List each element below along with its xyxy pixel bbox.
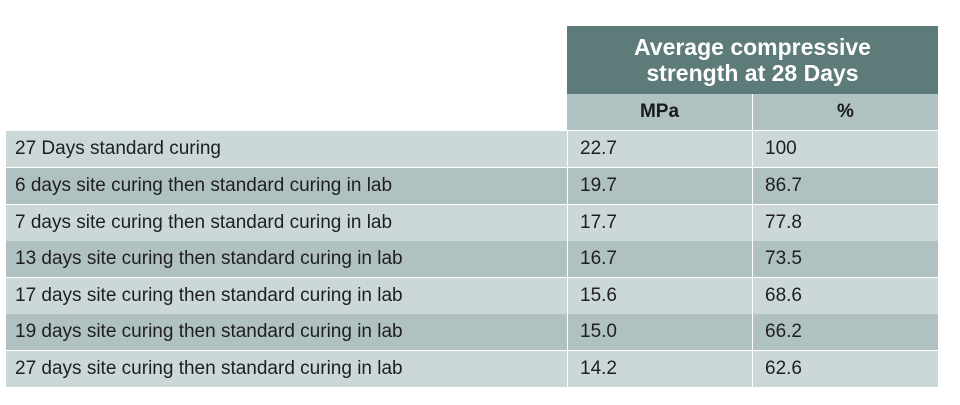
table-row: 27 Days standard curing 22.7 100 [6, 131, 938, 167]
row-mpa: 15.6 [567, 278, 752, 314]
column-header-percent: % [753, 94, 938, 130]
row-label: 27 days site curing then standard curing… [15, 358, 403, 379]
header-title-line1: Average compressive [634, 34, 871, 60]
table-row: 13 days site curing then standard curing… [6, 241, 938, 277]
row-mpa: 14.2 [567, 351, 752, 387]
row-percent: 62.6 [752, 351, 938, 387]
row-percent: 77.8 [752, 205, 938, 241]
row-mpa: 15.0 [567, 314, 752, 350]
row-mpa: 17.7 [567, 205, 752, 241]
row-percent: 100 [752, 131, 938, 167]
table-row: 7 days site curing then standard curing … [6, 205, 938, 241]
row-percent: 73.5 [752, 241, 938, 277]
row-label: 19 days site curing then standard curing… [15, 321, 403, 342]
table-row: 19 days site curing then standard curing… [6, 314, 938, 350]
row-label: 7 days site curing then standard curing … [15, 212, 393, 233]
row-label: 6 days site curing then standard curing … [15, 175, 393, 196]
table-header-title: Average compressive strength at 28 Days [567, 26, 938, 94]
row-mpa: 22.7 [567, 131, 752, 167]
table-row: 17 days site curing then standard curing… [6, 278, 938, 314]
table-row: 6 days site curing then standard curing … [6, 168, 938, 204]
row-label: 17 days site curing then standard curing… [15, 285, 403, 306]
row-label: 13 days site curing then standard curing… [15, 248, 403, 269]
row-label: 27 Days standard curing [15, 138, 221, 159]
table-row: 27 days site curing then standard curing… [6, 351, 938, 387]
row-mpa: 16.7 [567, 241, 752, 277]
row-mpa: 19.7 [567, 168, 752, 204]
row-percent: 86.7 [752, 168, 938, 204]
column-header-mpa: MPa [567, 94, 752, 130]
row-percent: 68.6 [752, 278, 938, 314]
row-percent: 66.2 [752, 314, 938, 350]
header-title-line2: strength at 28 Days [646, 60, 859, 86]
